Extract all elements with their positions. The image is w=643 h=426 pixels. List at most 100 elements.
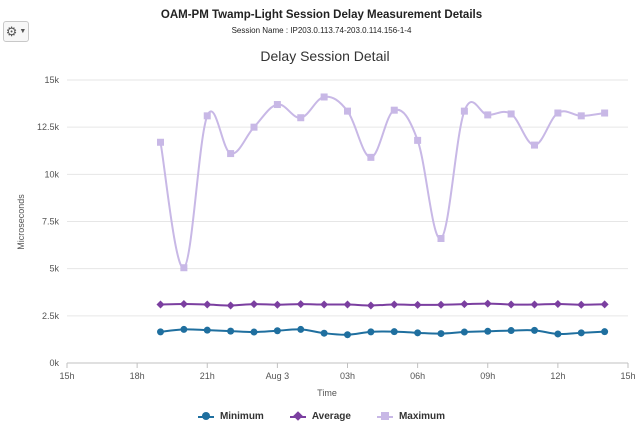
data-point-average[interactable] — [460, 300, 469, 309]
data-point-average[interactable] — [577, 300, 586, 309]
data-point-maximum[interactable] — [344, 107, 351, 115]
x-tick-label: 18h — [130, 371, 145, 381]
data-point-maximum[interactable] — [227, 150, 235, 158]
data-point-maximum[interactable] — [531, 141, 538, 149]
x-axis-label: Time — [317, 388, 337, 398]
data-point-maximum[interactable] — [297, 114, 305, 122]
gridlines — [67, 79, 628, 364]
data-point-average[interactable] — [600, 300, 609, 309]
page-title: OAM-PM Twamp-Light Session Delay Measure… — [160, 9, 483, 21]
y-tick-label: 7.5k — [42, 217, 60, 227]
data-point-average[interactable] — [156, 300, 165, 309]
data-point-average[interactable] — [413, 300, 422, 309]
data-point-average[interactable] — [320, 300, 329, 309]
data-point-average[interactable] — [507, 300, 516, 309]
y-tick-label: 5k — [49, 264, 59, 274]
data-point-maximum[interactable] — [554, 109, 562, 117]
data-point-maximum[interactable] — [507, 110, 515, 118]
data-point-minimum[interactable] — [577, 329, 585, 337]
data-point-minimum[interactable] — [344, 331, 351, 339]
data-point-minimum[interactable] — [460, 328, 468, 336]
data-point-minimum[interactable] — [601, 328, 609, 336]
x-tick-label: 12h — [550, 371, 565, 381]
y-tick-label: 2.5k — [42, 311, 60, 321]
y-axis-label: Microseconds — [16, 194, 26, 250]
legend-item-minimum[interactable]: Minimum — [197, 411, 264, 422]
data-point-average[interactable] — [553, 299, 562, 308]
data-point-maximum[interactable] — [250, 123, 258, 131]
data-point-maximum[interactable] — [414, 136, 422, 144]
data-point-average[interactable] — [296, 300, 305, 309]
data-point-minimum[interactable] — [227, 327, 235, 335]
data-point-minimum[interactable] — [157, 328, 164, 336]
x-tick-label: 15h — [620, 371, 635, 381]
data-point-maximum[interactable] — [157, 138, 164, 146]
legend-marker-maximum — [376, 412, 393, 421]
data-point-average[interactable] — [203, 300, 212, 309]
data-point-average[interactable] — [366, 301, 375, 310]
legend-marker-average — [289, 412, 306, 421]
data-point-maximum[interactable] — [601, 109, 609, 117]
data-point-minimum[interactable] — [320, 329, 328, 337]
y-tick-label: 12.5k — [37, 122, 60, 132]
data-point-minimum[interactable] — [297, 325, 305, 333]
x-tick-label: 21h — [200, 371, 215, 381]
data-point-minimum[interactable] — [531, 326, 538, 334]
data-point-minimum[interactable] — [250, 328, 258, 336]
y-tick-label: 10k — [44, 169, 59, 179]
legend-marker-minimum — [197, 412, 214, 421]
x-tick-label: 06h — [410, 371, 425, 381]
data-point-maximum[interactable] — [273, 101, 281, 109]
data-point-maximum[interactable] — [180, 264, 188, 272]
data-point-average[interactable] — [343, 300, 352, 309]
data-point-average[interactable] — [179, 299, 188, 308]
data-point-average[interactable] — [530, 300, 539, 309]
y-tick-label: 15k — [44, 75, 59, 85]
series — [156, 93, 609, 339]
x-tick-label: Aug 3 — [266, 371, 290, 381]
data-point-maximum[interactable] — [460, 107, 468, 115]
data-point-minimum[interactable] — [390, 328, 398, 336]
data-point-average[interactable] — [390, 300, 399, 309]
legend-item-maximum[interactable]: Maximum — [376, 411, 446, 422]
series-line-minimum — [160, 328, 605, 336]
data-point-average[interactable] — [273, 300, 282, 309]
data-point-average[interactable] — [250, 300, 258, 309]
x-tick-label: 15h — [59, 371, 74, 381]
legend-label-maximum: Maximum — [398, 411, 446, 422]
chart-title: Delay Session Detail — [260, 48, 389, 64]
chevron-down-icon: ▼ — [19, 28, 27, 35]
legend-label-minimum: Minimum — [219, 411, 264, 422]
data-point-maximum[interactable] — [320, 93, 328, 101]
data-point-minimum[interactable] — [554, 330, 562, 338]
data-point-maximum[interactable] — [390, 106, 398, 114]
legend-label-average: Average — [311, 411, 351, 422]
chart-legend: Minimum Average Maximum — [0, 411, 643, 422]
axes: 0k 2.5k 5k 7.5k 10k 12.5k 15k 15h 18h 21h Aug 3 03h… — [37, 75, 636, 381]
data-point-minimum[interactable] — [437, 330, 445, 338]
x-tick-label: 09h — [480, 371, 495, 381]
data-point-minimum[interactable] — [203, 326, 211, 334]
gear-icon: ⚙ — [5, 24, 18, 39]
session-name: Session Name : IP203.0.113.74-203.0.114.… — [231, 26, 412, 35]
y-tick-label: 0k — [49, 358, 59, 368]
data-point-maximum[interactable] — [484, 111, 492, 119]
data-point-maximum[interactable] — [203, 112, 211, 120]
data-point-maximum[interactable] — [577, 112, 585, 120]
x-tick-label: 03h — [340, 371, 355, 381]
legend-item-average[interactable]: Average — [289, 411, 351, 422]
series-line-maximum — [159, 95, 605, 269]
data-point-minimum[interactable] — [507, 327, 515, 335]
data-point-average[interactable] — [226, 301, 235, 310]
data-point-minimum[interactable] — [414, 329, 422, 337]
chart-settings-button[interactable]: ⚙ ▼ — [3, 21, 29, 42]
data-point-maximum[interactable] — [437, 234, 445, 242]
data-point-minimum[interactable] — [273, 327, 281, 335]
data-point-maximum[interactable] — [367, 153, 375, 161]
data-point-minimum[interactable] — [367, 328, 375, 336]
data-point-minimum[interactable] — [180, 325, 188, 333]
data-point-minimum[interactable] — [484, 327, 492, 335]
data-point-average[interactable] — [483, 299, 492, 308]
data-point-average[interactable] — [437, 300, 445, 309]
